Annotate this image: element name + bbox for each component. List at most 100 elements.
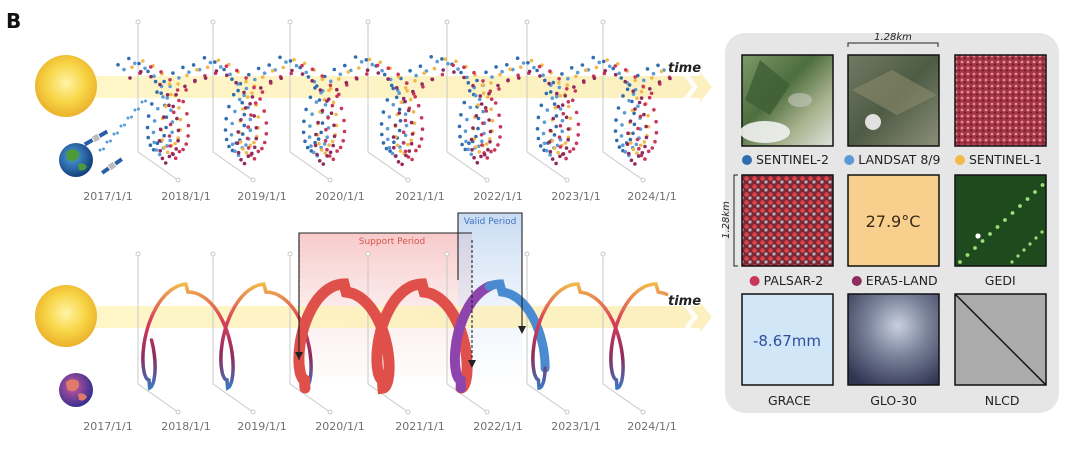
orbit-dot xyxy=(123,123,126,127)
spiral-dot xyxy=(611,66,615,71)
spiral-dot xyxy=(488,140,492,144)
orbit-dot xyxy=(126,116,130,120)
spiral-dot xyxy=(538,74,542,78)
dataset-label-6: GRACE xyxy=(768,393,811,408)
spiral-dot xyxy=(344,80,349,85)
orbit-dot xyxy=(130,115,133,119)
spiral-dot xyxy=(558,94,563,98)
spiral-dot xyxy=(489,81,493,85)
spiral-dot xyxy=(542,120,547,124)
spiral-dot xyxy=(466,81,471,85)
spiral-dot xyxy=(305,145,310,150)
spiral-dot xyxy=(161,95,165,99)
spiral-dot xyxy=(256,149,261,154)
spiral-dot xyxy=(146,114,151,118)
helix-valid xyxy=(484,279,550,373)
spiral-dot xyxy=(481,91,486,95)
spiral-dot xyxy=(657,80,662,84)
spiral-dot xyxy=(547,81,551,86)
spiral-dot xyxy=(384,146,389,151)
spiral-dot xyxy=(639,153,644,158)
spiral-dot xyxy=(391,86,396,91)
spiral-dot xyxy=(631,92,636,96)
spiral-dot xyxy=(302,61,307,66)
spiral-dot xyxy=(463,129,468,133)
spiral-dot xyxy=(294,63,299,68)
spiral-dot xyxy=(301,130,306,135)
spiral-dot xyxy=(481,109,485,114)
spiral-dot xyxy=(342,118,346,123)
spiral-dot xyxy=(163,161,168,165)
spiral-dot xyxy=(398,149,403,153)
spiral-dot xyxy=(164,104,168,109)
spiral-dot xyxy=(165,150,170,154)
spiral-dot xyxy=(473,93,478,98)
axis-node-3 xyxy=(365,251,371,257)
spiral-dot xyxy=(145,125,150,130)
spiral-dot xyxy=(572,85,576,89)
spiral-dot xyxy=(335,87,339,92)
spiral-dot xyxy=(615,138,619,143)
spiral-dot xyxy=(316,137,321,141)
gedi-footprints xyxy=(958,183,1045,264)
spiral-dot xyxy=(552,146,557,151)
gedi-footprint xyxy=(1034,236,1038,240)
axis-diagonal-5 xyxy=(526,383,568,413)
spiral-dot xyxy=(177,76,181,80)
spiral-dot xyxy=(225,73,229,78)
support-period-label: Support Period xyxy=(359,237,426,247)
spiral-dot xyxy=(554,94,559,99)
bottom-beam-chevron xyxy=(684,306,698,328)
spiral-dot xyxy=(244,76,248,80)
spiral-dot xyxy=(323,103,328,107)
spiral-dot xyxy=(168,138,172,143)
spiral-dot xyxy=(659,69,664,74)
spiral-dot xyxy=(539,103,544,108)
spiral-dot xyxy=(248,128,253,132)
spiral-dot xyxy=(544,148,549,153)
spiral-dot xyxy=(401,130,406,135)
spiral-dot xyxy=(150,102,154,106)
spiral-dot xyxy=(394,95,399,100)
spiral-dot xyxy=(176,136,180,140)
spiral-dot xyxy=(460,142,464,147)
helix-transition xyxy=(449,281,495,393)
spiral-dot xyxy=(249,113,253,117)
spiral-dot xyxy=(151,148,156,152)
spiral-dot xyxy=(498,72,502,77)
helix-post-valid xyxy=(531,282,669,391)
spiral-dot xyxy=(642,140,647,144)
satellite-icon-2 xyxy=(101,157,123,175)
spiral-dot xyxy=(555,91,559,96)
axis-node-1 xyxy=(210,251,216,257)
spiral-dot xyxy=(174,92,178,97)
spiral-dot xyxy=(247,72,251,77)
spiral-dot xyxy=(205,65,210,70)
spiral-strand-1 xyxy=(122,59,666,158)
spiral-dot xyxy=(474,114,479,118)
row-2-labels: PALSAR-2 ERA5-LAND GEDI xyxy=(749,273,1016,288)
spiral-dot xyxy=(329,111,334,115)
spiral-dot xyxy=(304,107,308,112)
spiral-dot xyxy=(326,126,331,130)
spiral-dot xyxy=(116,63,120,67)
axis-node-5 xyxy=(524,251,530,257)
axis-node-3 xyxy=(365,19,371,25)
spiral-dot xyxy=(187,70,191,74)
spiral-dot xyxy=(329,86,333,91)
spiral-dot xyxy=(317,159,322,163)
spiral-dot xyxy=(248,102,252,106)
spiral-dot xyxy=(469,137,474,142)
date-label-6: 2023/1/1 xyxy=(551,420,600,433)
spiral-dot xyxy=(496,83,500,88)
dataset-panel: 1.28km 1.28km SENTINEL-2 LANDSAT 8/9 SENTI… xyxy=(721,32,1059,413)
spiral-dot xyxy=(237,97,242,102)
spiral-dot xyxy=(185,73,189,78)
spiral-dot xyxy=(328,150,333,155)
spiral-dot xyxy=(321,162,326,166)
tile-sentinel-1 xyxy=(954,54,1047,147)
spiral-dot xyxy=(429,55,434,59)
orbit-dot xyxy=(102,147,105,151)
spiral-dot xyxy=(331,157,336,162)
spiral-dot xyxy=(153,79,158,84)
